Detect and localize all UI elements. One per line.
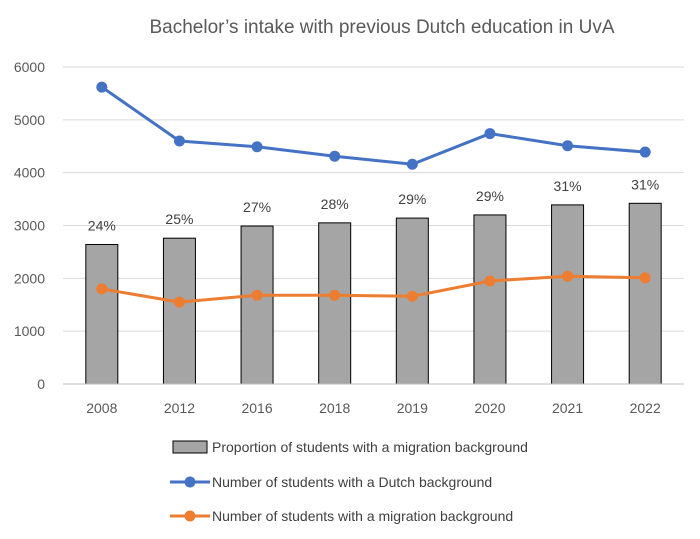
y-tick-label: 4000 [14,165,45,181]
series-point [484,128,496,140]
bar-data-labels: 24% 25% 27% 28% 29% 29% 31% 31% [88,176,659,233]
series-point [639,272,651,284]
series-point [639,146,651,158]
bar-data-label: 29% [398,191,426,207]
series-point [96,81,108,93]
bar-data-label: 28% [321,196,349,212]
bar [85,244,119,385]
bar-data-label: 31% [631,176,659,192]
bar-series [85,202,662,385]
legend-swatch [172,440,208,454]
x-tick-label: 2021 [552,400,583,416]
series-point [484,275,496,287]
bar-data-label: 27% [243,199,271,215]
series-line [100,85,646,166]
bar-data-label: 25% [165,211,193,227]
x-tick-label: 2019 [397,400,428,416]
y-tick-label: 6000 [14,59,45,75]
bar-data-label: 31% [554,178,582,194]
x-tick-label: 2020 [474,400,505,416]
legend-label: Number of students with a Dutch backgrou… [212,474,492,490]
bar-data-label: 24% [88,218,116,234]
series-line [101,274,646,304]
bar [240,225,274,385]
x-axis-ticks: 2008 2012 2016 2018 2019 2020 2021 2022 [86,400,661,416]
bar [162,237,196,385]
y-tick-label: 5000 [14,112,45,128]
legend-swatch-marker [184,476,196,488]
bar [473,214,507,385]
x-tick-label: 2016 [241,400,272,416]
y-tick-label: 1000 [14,323,45,339]
series-point [406,158,418,170]
series-point [251,141,263,153]
series-point [173,296,185,308]
series-point [173,135,185,147]
legend-label: Number of students with a migration back… [212,508,513,524]
series-point [329,289,341,301]
bar [318,222,352,385]
series-point [562,140,574,152]
line-series [96,81,651,308]
gridlines [63,66,684,332]
legend-swatch-marker [184,510,196,522]
series-point [96,283,108,295]
x-tick-label: 2022 [630,400,661,416]
series-point [251,289,263,301]
x-tick-label: 2012 [164,400,195,416]
x-tick-label: 2008 [86,400,117,416]
y-tick-label: 0 [37,376,45,392]
series-point [406,290,418,302]
bar [628,202,662,385]
y-tick-label: 2000 [14,270,45,286]
y-tick-label: 3000 [14,218,45,234]
y-axis-ticks: 0 1000 2000 3000 4000 5000 6000 [14,59,45,392]
x-tick-label: 2018 [319,400,350,416]
legend: Proportion of students with a migration … [170,439,528,524]
bar [551,204,585,385]
series-point [562,270,574,282]
bar-data-label: 29% [476,188,504,204]
legend-label: Proportion of students with a migration … [212,439,528,455]
chart-title: Bachelor’s intake with previous Dutch ed… [149,17,614,38]
series-point [329,150,341,162]
